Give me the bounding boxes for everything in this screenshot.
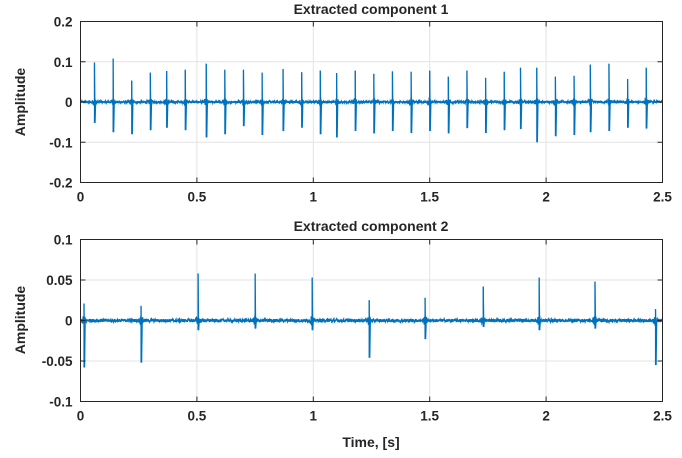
chart-title-2: Extracted component 2 — [294, 218, 449, 234]
x-axis-label: Time, [s] — [342, 434, 399, 450]
x-tick-label: 2 — [542, 190, 550, 205]
chart-title-1: Extracted component 1 — [294, 1, 449, 17]
y-tick-label: 0 — [65, 314, 73, 329]
x-tick-label: 0 — [77, 190, 85, 205]
y-tick-label: -0.1 — [49, 395, 73, 410]
x-tick-label: 2 — [542, 409, 550, 424]
chart-panel-2: Extracted component 2 Amplitude 0 0.5 1 1.5… — [12, 218, 672, 450]
x-tick-label: 1 — [310, 190, 318, 205]
y-tick-label: -0.2 — [49, 176, 72, 191]
x-tick-label: 0.5 — [188, 190, 207, 205]
series-line — [80, 273, 663, 368]
x-tick-label: 0.5 — [188, 409, 207, 424]
y-tick-label: 0.1 — [54, 233, 73, 248]
x-tick-label: 2.5 — [653, 409, 672, 424]
x-tick-label: 1.5 — [420, 409, 439, 424]
y-tick-label: -0.05 — [42, 354, 73, 369]
x-tick-label: 0 — [77, 409, 85, 424]
chart-panel-1: Extracted component 1 Amplitude 0 0.5 1 1.5… — [12, 1, 672, 205]
x-tick-label: 2.5 — [653, 190, 672, 205]
y-tick-label: 0.2 — [54, 15, 73, 30]
y-tick-label: 0.05 — [46, 273, 73, 288]
y-tick-label: 0 — [65, 95, 73, 110]
x-tick-label: 1 — [310, 409, 318, 424]
y-axis-label-2: Amplitude — [12, 286, 28, 355]
y-axis-label-1: Amplitude — [12, 68, 28, 137]
x-tick-label: 1.5 — [420, 190, 439, 205]
y-tick-label: -0.1 — [49, 135, 73, 150]
series-line — [79, 58, 663, 143]
y-tick-label: 0.1 — [54, 55, 73, 70]
